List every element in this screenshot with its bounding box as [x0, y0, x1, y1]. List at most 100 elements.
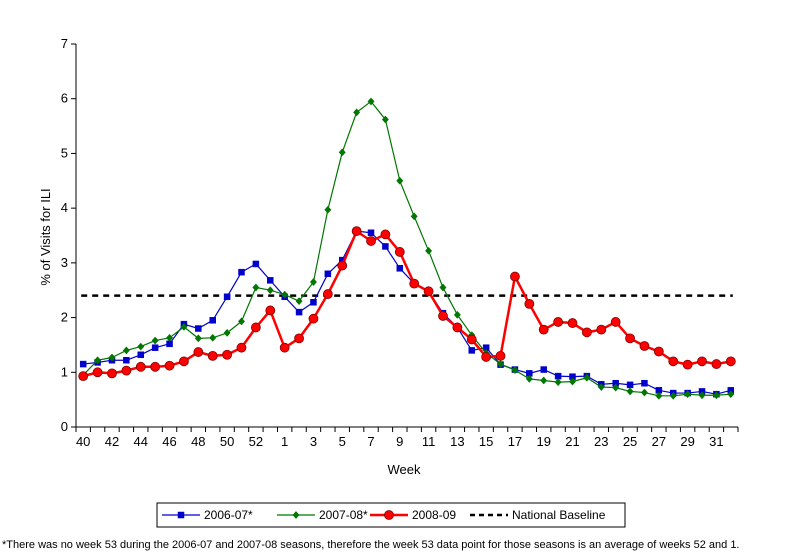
data-point [625, 333, 635, 344]
data-point [265, 305, 276, 316]
data-point [223, 328, 231, 337]
data-point [380, 229, 391, 240]
data-point [78, 371, 89, 382]
data-point [367, 229, 375, 237]
data-point [538, 324, 549, 335]
y-tick-label: 3 [61, 255, 68, 270]
legend-label: 2006-07* [204, 508, 253, 522]
data-point [351, 226, 362, 237]
data-point [711, 359, 722, 369]
x-tick-label: 3 [310, 434, 317, 449]
data-point [698, 391, 706, 400]
data-point [382, 243, 389, 250]
data-point [94, 356, 102, 365]
data-point [626, 387, 634, 396]
x-tick-label: 7 [367, 434, 374, 449]
series-line [82, 100, 731, 397]
data-point [682, 359, 693, 370]
y-tick-label: 7 [61, 36, 68, 51]
data-point [439, 283, 447, 292]
data-point [668, 356, 679, 367]
data-point [684, 390, 692, 399]
legend-marker [384, 510, 394, 520]
data-point [310, 299, 317, 306]
data-point [322, 289, 333, 299]
data-point [252, 260, 260, 268]
x-axis-title: Week [388, 462, 421, 477]
data-point [639, 341, 650, 351]
data-point [308, 313, 319, 324]
data-point [236, 342, 247, 353]
data-point [568, 377, 577, 386]
data-point [452, 322, 463, 333]
data-point [151, 344, 159, 351]
data-point [466, 334, 477, 345]
data-point [337, 260, 348, 271]
x-tick-label: 13 [450, 434, 464, 449]
y-tick-label: 0 [61, 419, 68, 434]
data-point [725, 356, 736, 367]
data-point [655, 391, 663, 400]
data-point [324, 205, 332, 214]
data-point [553, 317, 564, 327]
data-point [180, 322, 188, 331]
x-tick-label: 31 [709, 434, 723, 449]
data-point [222, 349, 233, 360]
data-point [554, 378, 562, 387]
data-point [610, 317, 621, 327]
y-tick-label: 1 [61, 364, 68, 379]
data-point [396, 265, 404, 272]
data-point [524, 298, 535, 309]
data-point [309, 278, 317, 286]
data-point [250, 322, 261, 333]
legend-item-4: National Baseline [470, 508, 606, 522]
x-tick-label: 52 [249, 434, 263, 449]
data-point [409, 278, 420, 289]
data-point [267, 277, 274, 284]
x-tick-label: 21 [565, 434, 579, 449]
data-point [495, 350, 506, 361]
data-point [150, 361, 161, 372]
data-point [525, 374, 533, 383]
data-point [279, 342, 290, 353]
data-point [367, 97, 375, 106]
data-point [295, 297, 303, 306]
data-point [295, 308, 303, 316]
x-tick-label: 1 [281, 434, 288, 449]
series-line [83, 230, 731, 395]
data-point [640, 388, 648, 397]
footnote: *There was no week 53 during the 2006-07… [2, 539, 740, 551]
data-point [410, 212, 418, 221]
data-point [511, 366, 519, 375]
data-point [281, 290, 289, 299]
x-tick-label: 50 [220, 434, 234, 449]
data-point [194, 334, 202, 343]
series-1 [79, 227, 735, 398]
data-point [195, 325, 202, 332]
legend: 2006-07* 2007-08* 2008-09 National Baseline [156, 502, 626, 528]
data-point [294, 333, 304, 344]
data-point [252, 283, 260, 292]
x-tick-label: 23 [594, 434, 608, 449]
data-point [353, 108, 361, 117]
x-tick-label: 15 [479, 434, 493, 449]
data-point [612, 383, 620, 392]
data-point [238, 268, 245, 276]
data-point [394, 247, 405, 257]
x-tick-label: 11 [422, 434, 436, 449]
data-point [653, 346, 664, 357]
data-point [123, 356, 130, 364]
data-point [540, 376, 548, 385]
data-point [79, 360, 87, 368]
data-point [137, 342, 145, 351]
x-tick-label: 17 [508, 434, 522, 449]
legend-item-1: 2006-07* [162, 508, 253, 522]
legend-marker [177, 511, 185, 519]
data-point [396, 176, 404, 185]
x-tick-label: 48 [191, 434, 205, 449]
data-point [209, 317, 216, 324]
data-point [712, 391, 720, 400]
legend-item-2: 2007-08* [277, 508, 368, 522]
data-point [567, 318, 578, 328]
